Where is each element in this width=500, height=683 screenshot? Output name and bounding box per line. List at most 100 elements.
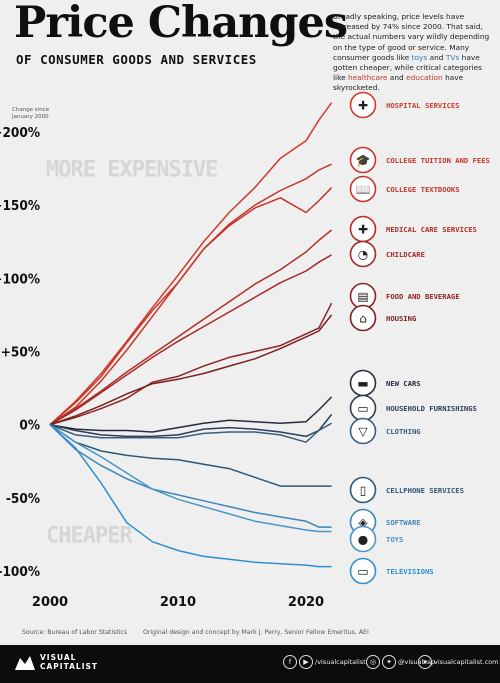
legend-item: ● TOYS: [349, 525, 403, 553]
shirt-icon-glyph: ▽: [358, 425, 368, 439]
social-link-facebook-youtube[interactable]: f ▶ /visualcapitalist: [283, 654, 366, 670]
stroller-icon-glyph: ◔: [358, 248, 368, 262]
series-line: [49, 187, 333, 426]
legend-item: ▭ TELEVISIONS: [349, 557, 434, 585]
series-label: HOUSING: [386, 314, 416, 323]
intro-part-5: healthcare: [348, 73, 388, 83]
teddy-bear-icon: [349, 525, 377, 553]
x-tick-label: 2000: [32, 595, 68, 610]
series-label: CLOTHING: [386, 427, 421, 436]
y-tick-label: +100%: [0, 271, 40, 287]
car-icon-glyph: ▬: [357, 377, 368, 391]
series-line: [49, 229, 333, 426]
x-tick-label: 2020: [288, 595, 324, 610]
series-line: [49, 396, 333, 433]
series-line: [49, 254, 332, 426]
house-icon-glyph: ⌂: [359, 312, 367, 326]
series-label: CHILDCARE: [386, 250, 425, 259]
series-label: MEDICAL CARE SERVICES: [386, 225, 477, 234]
source-line: Source: Bureau of Labor Statistics Origi…: [22, 629, 369, 636]
television-icon-glyph: ▭: [357, 565, 368, 579]
annotation-cheaper: CHEAPER: [46, 523, 133, 548]
series-line: [49, 424, 332, 533]
series-line: [49, 302, 333, 426]
y-tick-label: +150%: [0, 198, 40, 214]
youtube-icon: ▶: [299, 655, 313, 669]
sofa-icon-glyph: ▭: [357, 402, 368, 416]
facebook-icon: f: [283, 655, 297, 669]
social-handle-1: /visualcapitalist: [315, 658, 366, 666]
television-icon: [349, 557, 377, 585]
twitter-icon: ✦: [382, 655, 396, 669]
intro-part-0: Broadly speaking, price levels have incr…: [333, 12, 490, 62]
series-label: TELEVISIONS: [386, 567, 434, 576]
series-line: [49, 413, 333, 438]
house-icon: [349, 304, 377, 332]
shirt-icon: [349, 417, 377, 445]
series-label: FOOD AND BEVERAGE: [386, 292, 460, 301]
credit-text: Original design and concept by Mark J. P…: [143, 629, 369, 636]
website-text: visualcapitalist.com: [434, 658, 499, 666]
graduation-cap-icon: [349, 146, 377, 174]
y-tick-label: +200%: [0, 125, 40, 141]
brand-logo[interactable]: VISUAL CAPITALIST: [40, 653, 99, 671]
legend-item: ⌂ HOUSING: [349, 304, 416, 332]
series-label: HOSPITAL SERVICES: [386, 101, 460, 110]
legend-item: ▯ CELLPHONE SERVICES: [349, 476, 464, 504]
series-label: CELLPHONE SERVICES: [386, 486, 464, 495]
series-line: [49, 422, 332, 443]
series-line: [49, 424, 332, 528]
legend-item: ▭ HOUSEHOLD FURNISHINGS: [349, 394, 477, 422]
compass-icon: ➤: [418, 655, 432, 669]
medical-kit-icon-glyph: ✚: [358, 223, 368, 237]
annotation-more-expensive: MORE EXPENSIVE: [46, 158, 217, 183]
legend-item: ▤ FOOD AND BEVERAGE: [349, 282, 460, 310]
y-tick-label: 0%: [19, 418, 40, 434]
intro-part-8: have skyrocketed.: [333, 73, 464, 93]
teddy-bear-icon-glyph: ●: [358, 533, 368, 547]
intro-part-7: education: [406, 73, 443, 83]
series-line: [49, 102, 333, 426]
series-label: NEW CARS: [386, 379, 421, 388]
website-link[interactable]: ➤ visualcapitalist.com: [418, 654, 498, 670]
cellphone-icon-glyph: ▯: [360, 484, 367, 498]
page-title: Price Changes: [14, 0, 348, 48]
visual-capitalist-logo-icon: [15, 656, 35, 670]
legend-item: 📖 COLLEGE TEXTBOOKS: [349, 175, 460, 203]
graduation-cap-icon-glyph: 🎓: [356, 154, 371, 168]
y-axis-caption: Change since: [12, 107, 50, 113]
brand-line-1: VISUAL: [40, 653, 77, 662]
book-icon: [349, 175, 377, 203]
legend-item: ▽ CLOTHING: [349, 417, 421, 445]
legend-item: 🎓 COLLEGE TUITION AND FEES: [349, 146, 490, 174]
intro-part-1: toys: [411, 52, 428, 62]
cellphone-icon: [349, 476, 377, 504]
page-subtitle: OF CONSUMER GOODS AND SERVICES: [16, 52, 257, 67]
series-line: [49, 424, 332, 568]
intro-part-2: and: [427, 52, 446, 62]
source-text: Source: Bureau of Labor Statistics: [22, 629, 128, 636]
series-label: COLLEGE TEXTBOOKS: [386, 185, 460, 194]
y-tick-label: -100%: [0, 564, 40, 580]
hospital-icon-glyph: ✚: [358, 99, 368, 113]
footer-bar: VISUAL CAPITALIST f ▶ /visualcapitalist …: [0, 645, 500, 683]
intro-part-3: TVs: [445, 52, 460, 62]
series-line: [49, 424, 332, 487]
series-label: COLLEGE TUITION AND FEES: [386, 156, 490, 165]
intro-part-6: and: [387, 73, 407, 83]
social-handle-2: @visualcap: [398, 658, 436, 666]
groceries-icon-glyph: ▤: [357, 290, 368, 304]
social-link-instagram-twitter[interactable]: ◎ ✦ @visualcap: [366, 654, 435, 670]
brand-line-2: CAPITALIST: [40, 661, 99, 671]
intro-text: Broadly speaking, price levels have incr…: [333, 12, 495, 94]
hospital-icon: [349, 91, 377, 119]
y-tick-label: -50%: [6, 491, 40, 507]
series-line: [49, 314, 333, 426]
legend-item: ◔ CHILDCARE: [349, 240, 425, 268]
intro-part-4: have gotten cheaper, while critical cate…: [333, 52, 482, 83]
series-label: SOFTWARE: [386, 518, 421, 527]
book-icon-glyph: 📖: [356, 183, 371, 197]
legend-item: ✚ MEDICAL CARE SERVICES: [349, 215, 477, 243]
y-tick-label: +50%: [1, 345, 40, 361]
